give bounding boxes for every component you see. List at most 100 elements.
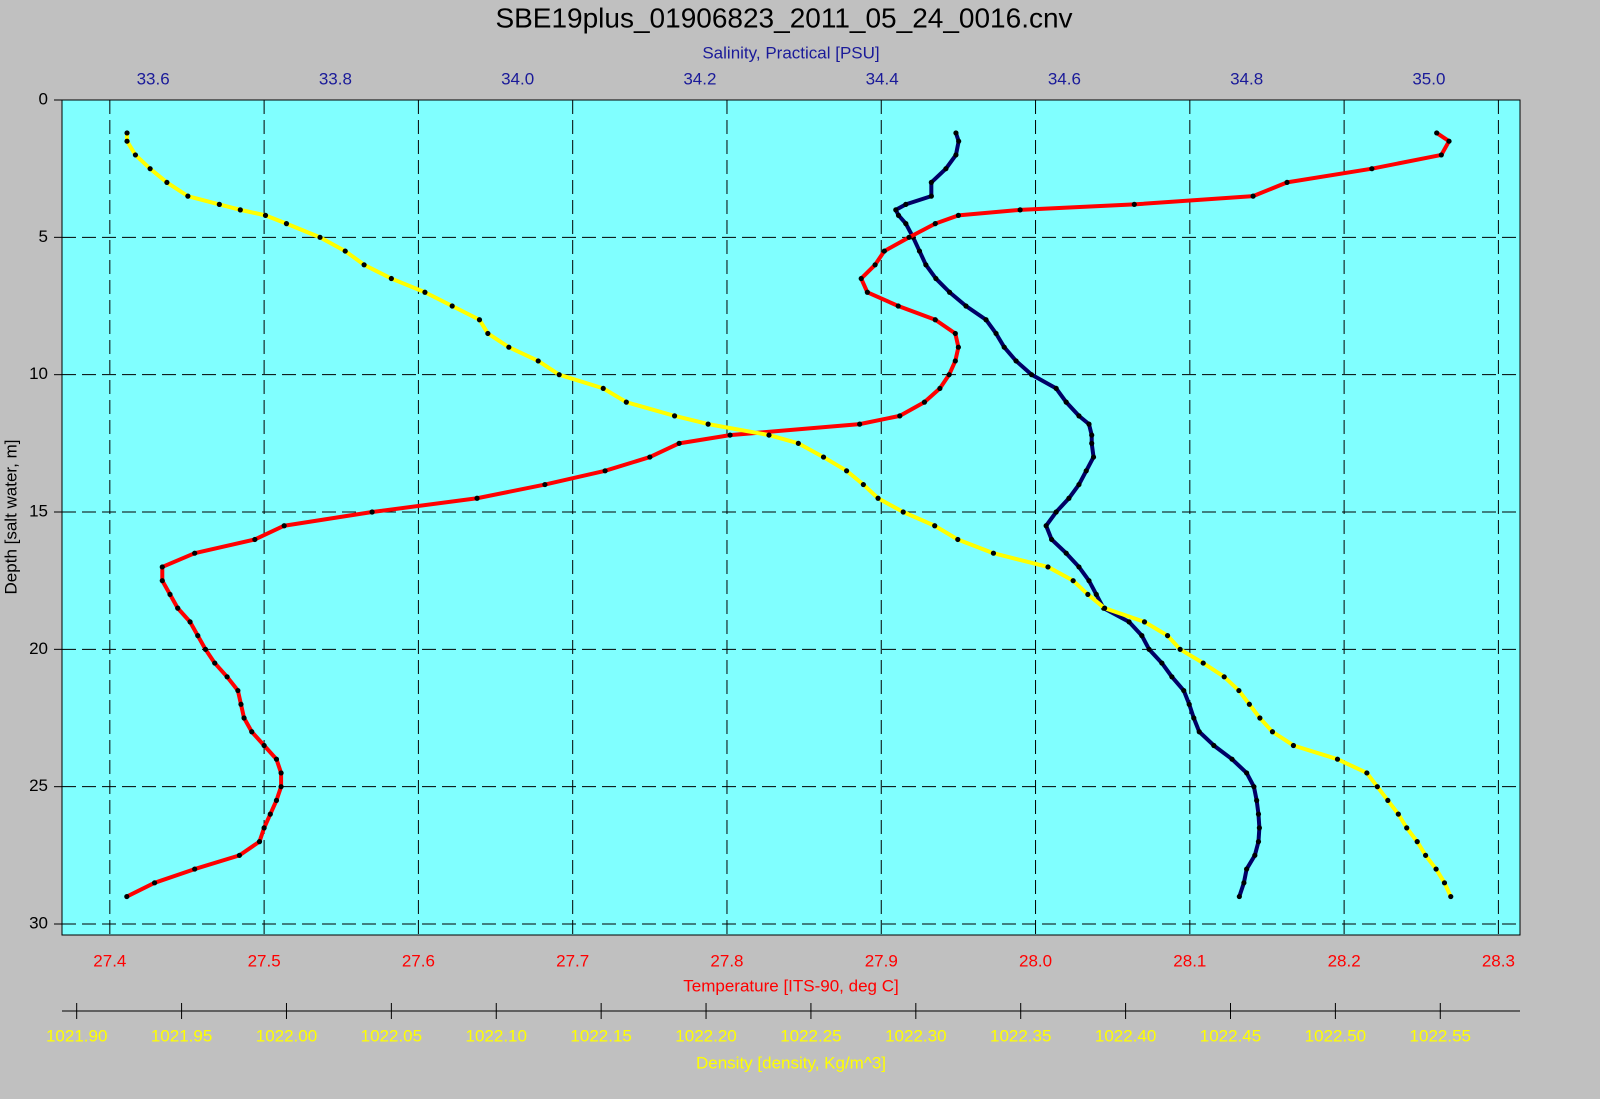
profile-point <box>256 839 263 845</box>
profile-point <box>147 166 153 172</box>
profile-point <box>1385 797 1391 804</box>
profile-point <box>1186 701 1192 707</box>
profile-point <box>860 481 866 488</box>
profile-point <box>1126 619 1132 625</box>
profile-point <box>278 784 284 790</box>
profile-point <box>185 193 191 199</box>
profile-point <box>1269 729 1276 735</box>
profile-point <box>506 344 512 350</box>
profile-point <box>237 207 243 213</box>
x-tick-label: 1022.00 <box>256 1026 317 1045</box>
profile-point <box>1255 811 1262 817</box>
profile-point <box>1252 852 1258 858</box>
x-tick-label: 1022.50 <box>1305 1026 1366 1045</box>
profile-point <box>476 317 483 323</box>
profile-point <box>1374 784 1380 790</box>
profile-point <box>953 152 959 158</box>
profile-point <box>124 893 130 900</box>
profile-point <box>261 742 267 749</box>
profile-point <box>1053 509 1059 515</box>
x-tick-label: 35.0 <box>1412 69 1445 88</box>
profile-point <box>238 701 244 707</box>
profile-point <box>1177 646 1183 652</box>
profile-line <box>125 132 1453 898</box>
profile-point <box>990 550 997 556</box>
profile-point <box>1043 523 1049 529</box>
profile-point <box>278 770 284 776</box>
profile-point <box>843 468 850 474</box>
profile-point <box>1013 358 1019 364</box>
profile-point <box>361 262 367 268</box>
profile-point <box>1422 852 1429 858</box>
x-tick-label: 1022.10 <box>466 1026 527 1045</box>
profile-point <box>857 421 863 427</box>
profile-point <box>1146 646 1152 652</box>
x-tick-label: 28.1 <box>1173 951 1206 970</box>
x-tick-label: 1021.95 <box>151 1026 212 1045</box>
profile-point <box>1446 138 1452 144</box>
profile-point <box>955 536 961 543</box>
x-tick-label: 34.8 <box>1230 69 1263 88</box>
profile-point <box>235 687 241 694</box>
x-axis-label: Salinity, Practical [PSU] <box>702 43 879 62</box>
x-axis-label: Density [density, Kg/m^3] <box>696 1053 886 1072</box>
x-tick-label: 1022.35 <box>990 1026 1051 1045</box>
profile-point <box>676 440 682 446</box>
profile-point <box>1001 344 1007 350</box>
chart-title: SBE19plus_01906823_2011_05_24_0016.cnv <box>495 2 1072 33</box>
profile-point <box>671 413 678 419</box>
profile-point <box>159 564 165 570</box>
profile-point <box>1076 481 1082 488</box>
profile-point <box>933 275 939 282</box>
profile-point <box>932 221 938 227</box>
profile-point <box>1334 756 1341 762</box>
profile-point <box>241 715 247 721</box>
y-axis-label: Depth [salt water, m] <box>1 440 20 595</box>
x-tick-label: 28.3 <box>1482 951 1515 970</box>
profile-point <box>937 385 943 392</box>
profile-point <box>955 212 962 218</box>
x-tick-label: 33.8 <box>319 69 352 88</box>
profile-point <box>1254 797 1260 804</box>
profile-point <box>1196 729 1202 735</box>
profile-point <box>1076 564 1082 570</box>
profile-point <box>195 633 201 639</box>
profile-point <box>1139 633 1145 639</box>
x-tick-label: 1022.30 <box>885 1026 946 1045</box>
x-tick-label: 27.8 <box>710 951 743 970</box>
profile-point <box>647 454 653 460</box>
profile-point <box>727 432 733 438</box>
profile-point <box>956 138 962 144</box>
profile-point <box>1086 578 1092 584</box>
y-tick-label: 25 <box>29 776 48 795</box>
profile-point <box>893 207 899 213</box>
profile-point <box>1085 591 1091 598</box>
profile-point <box>900 509 906 515</box>
profile-point <box>388 275 394 282</box>
profile-point <box>766 432 772 438</box>
profile-point <box>928 193 934 199</box>
profile-point <box>1083 468 1089 474</box>
profile-point <box>623 399 629 405</box>
profile-point <box>1090 454 1097 460</box>
profile-point <box>600 385 606 392</box>
profile-point <box>1244 770 1250 776</box>
profile-point <box>1164 633 1171 639</box>
x-tick-label: 34.6 <box>1048 69 1081 88</box>
x-tick-label: 1022.05 <box>361 1026 422 1045</box>
profile-point <box>1141 619 1148 625</box>
profile-point <box>1102 605 1108 611</box>
profile-point <box>1369 166 1375 172</box>
profile-point <box>895 212 902 218</box>
profile-point <box>249 729 255 735</box>
profile-point <box>224 674 230 680</box>
x-tick-label: 27.6 <box>402 951 435 970</box>
profile-point <box>1089 440 1095 446</box>
profile-point <box>1045 564 1051 570</box>
profile-point <box>864 289 870 295</box>
x-tick-label: 27.7 <box>556 951 589 970</box>
profile-point <box>820 454 827 460</box>
profile-point <box>943 166 949 172</box>
profile-point <box>1244 866 1250 872</box>
profile-point <box>273 756 280 762</box>
